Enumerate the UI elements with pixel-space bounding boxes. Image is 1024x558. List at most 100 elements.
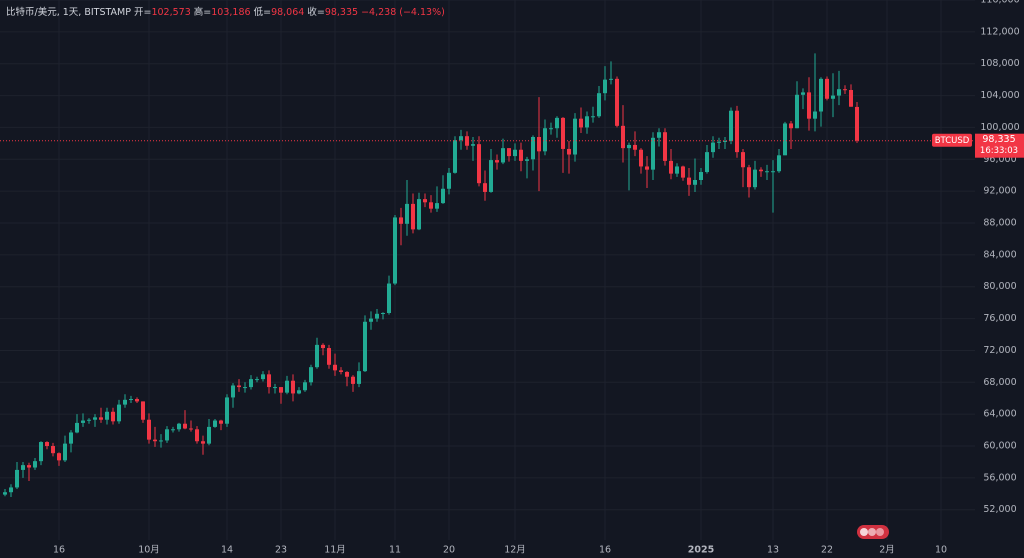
y-tick-label: 80,000 bbox=[983, 281, 1016, 292]
field-value: 98,335 bbox=[324, 7, 359, 18]
candle-body bbox=[801, 92, 805, 95]
y-tick-label: 64,000 bbox=[983, 409, 1016, 420]
candle-body bbox=[819, 78, 823, 112]
candle-body bbox=[615, 78, 619, 126]
candle-body bbox=[651, 137, 655, 170]
field-value: 103,186 bbox=[211, 7, 251, 18]
candle-body bbox=[273, 387, 277, 389]
candle-body bbox=[195, 429, 199, 442]
candle-body bbox=[561, 117, 565, 149]
candle-body bbox=[753, 169, 757, 188]
plot bbox=[0, 53, 975, 497]
candle-body bbox=[339, 370, 343, 372]
candle-body bbox=[555, 117, 559, 129]
symbol-tag-bg bbox=[932, 133, 972, 147]
candle-body bbox=[807, 92, 811, 119]
candle-body bbox=[789, 123, 793, 129]
x-tick-label: 14 bbox=[221, 545, 233, 556]
x-tick-label: 13 bbox=[767, 545, 779, 556]
candle-body bbox=[531, 136, 535, 160]
candle-body bbox=[63, 443, 67, 461]
candle-body bbox=[375, 313, 379, 319]
symbol: 比特币/美元, 1天, BITSTAMP bbox=[6, 7, 131, 18]
field-label: 收= bbox=[307, 7, 325, 18]
candle-body bbox=[723, 140, 727, 142]
candle-body bbox=[747, 167, 751, 188]
candle-body bbox=[117, 404, 121, 422]
candle-body bbox=[213, 420, 217, 427]
candle-body bbox=[189, 428, 193, 430]
candle-body bbox=[579, 118, 583, 128]
candle-body bbox=[123, 399, 127, 405]
candle-body bbox=[351, 376, 355, 384]
candle-body bbox=[219, 420, 223, 424]
candle-body bbox=[297, 390, 301, 394]
candle-body bbox=[729, 110, 733, 141]
y-tick-label: 100,000 bbox=[980, 122, 1019, 133]
candle-body bbox=[87, 419, 91, 421]
candle-body bbox=[609, 78, 613, 80]
candle-body bbox=[663, 132, 667, 161]
candle-body bbox=[585, 116, 589, 128]
candle-body bbox=[27, 465, 31, 468]
y-tick-label: 92,000 bbox=[983, 186, 1016, 197]
candle-body bbox=[33, 461, 37, 468]
header: 比特币/美元, 1天, BITSTAMP 开=102,573 高=103,186… bbox=[6, 4, 445, 18]
y-tick-label: 84,000 bbox=[983, 249, 1016, 260]
candle-body bbox=[99, 417, 103, 420]
candle-body bbox=[549, 128, 553, 130]
candle-body bbox=[465, 136, 469, 146]
x-tick-label: 23 bbox=[275, 545, 287, 556]
x-tick-label: 2月 bbox=[879, 545, 895, 556]
last-price-label: 98,335 bbox=[982, 134, 1015, 145]
field-label: 低= bbox=[253, 7, 272, 18]
candle-body bbox=[771, 171, 775, 173]
candle-body bbox=[693, 180, 697, 185]
candle-body bbox=[267, 374, 271, 388]
field-value: 98,064 bbox=[271, 7, 305, 18]
candle-body bbox=[45, 442, 49, 447]
candle-body bbox=[3, 492, 7, 495]
candle-body bbox=[231, 385, 235, 398]
y-tick-label: 72,000 bbox=[983, 345, 1016, 356]
y-tick-label: 116,000 bbox=[980, 0, 1019, 6]
candle-body bbox=[453, 140, 457, 173]
candle-body bbox=[15, 469, 19, 488]
field-label: 开= bbox=[134, 7, 152, 18]
candle-body bbox=[597, 93, 601, 117]
candle-body bbox=[477, 144, 481, 184]
candle-body bbox=[237, 385, 241, 388]
candle-body bbox=[831, 95, 835, 99]
candle-body bbox=[39, 442, 43, 462]
candle-body bbox=[681, 166, 685, 178]
candle-body bbox=[225, 397, 229, 424]
candle-body bbox=[129, 399, 133, 401]
candle-body bbox=[627, 144, 631, 149]
y-tick-label: 76,000 bbox=[983, 313, 1016, 324]
axes: 52,000 56,000 60,000 64,000 68,000 72,000 76,0… bbox=[53, 0, 1024, 556]
candle-body bbox=[261, 374, 265, 380]
candle-body bbox=[741, 152, 745, 168]
candle-body bbox=[855, 106, 859, 141]
y-tick-label: 60,000 bbox=[983, 441, 1016, 452]
candle-body bbox=[543, 128, 547, 152]
candle-body bbox=[573, 118, 577, 155]
candle-body bbox=[519, 149, 523, 161]
x-tick-label: 11 bbox=[389, 545, 401, 556]
candle-body bbox=[735, 110, 739, 153]
candle-body bbox=[603, 79, 607, 94]
candle-body bbox=[393, 217, 397, 284]
ohlc-fields: 开=102,573 高=103,186 低=98,064 收=98,335 bbox=[134, 7, 358, 18]
y-tick-label: 56,000 bbox=[983, 472, 1016, 483]
y-tick-label: 68,000 bbox=[983, 377, 1016, 388]
candle-body bbox=[357, 371, 361, 384]
candle-body bbox=[207, 426, 211, 444]
candle-body bbox=[303, 382, 307, 391]
candle-body bbox=[279, 387, 283, 393]
candle-body bbox=[447, 172, 451, 189]
candle-body bbox=[537, 136, 541, 152]
candle-body bbox=[369, 318, 373, 322]
field-value: 102,573 bbox=[151, 7, 191, 18]
candle-body bbox=[489, 160, 493, 192]
